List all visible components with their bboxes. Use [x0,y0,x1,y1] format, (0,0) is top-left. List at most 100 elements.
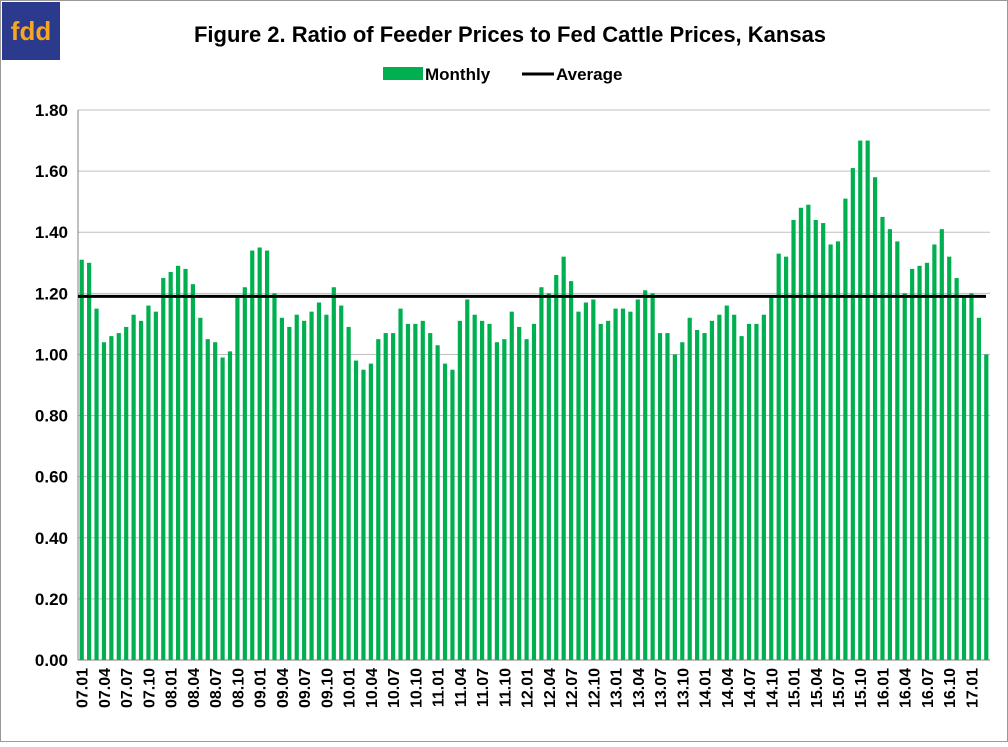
bar [917,265,922,660]
x-tick-label: 09.04 [275,668,292,708]
bar [94,308,99,660]
bar [695,330,700,660]
bar [339,305,344,660]
bar [709,320,715,660]
bar [153,311,158,660]
bar [235,296,240,660]
bar [635,299,640,660]
bar [361,369,366,660]
x-tick-label: 13.07 [653,668,670,708]
x-tick-label: 07.07 [119,668,136,708]
x-tick-label: 11.01 [431,668,448,707]
bar [724,305,729,660]
bar [539,287,544,660]
bar [517,326,522,660]
bar [242,287,247,660]
bar [813,220,818,660]
bar [131,314,136,660]
x-tick-label: 10.01 [342,668,359,708]
bar [754,323,759,660]
bar [924,262,930,660]
x-tick-label: 12.07 [564,668,581,708]
bar [843,198,848,660]
bar [650,293,655,660]
bar [947,256,952,660]
bar [606,320,611,660]
bar [279,317,285,660]
bar [198,317,203,660]
bar [383,333,388,660]
bar [450,369,455,660]
bar [272,293,277,660]
bar [227,351,233,660]
legend-swatch [383,67,423,80]
x-tick-label: 14.10 [764,668,781,708]
x-tick-label: 16.07 [920,668,937,708]
bar [672,354,677,660]
bar [101,342,107,660]
x-tick-label: 09.07 [297,668,314,708]
bar [294,314,299,660]
bar [717,314,722,660]
bar [769,296,774,660]
bar [413,323,418,660]
bar [835,241,841,660]
bar [109,336,114,660]
x-tick-label: 14.07 [742,668,759,708]
bar [643,290,648,660]
bar [302,320,307,660]
bar [954,278,959,660]
bar [657,333,663,660]
bar [257,247,262,660]
bar [932,244,937,660]
bar [324,314,329,660]
bar [479,320,485,660]
x-tick-label: 15.10 [853,668,870,708]
bar [428,333,433,660]
bar [620,308,626,660]
bar [353,360,359,660]
bar [472,314,477,660]
y-tick-label: 0.60 [35,468,68,487]
bar [368,363,373,660]
bar [391,333,396,660]
bar [309,311,314,660]
bar [665,333,670,660]
y-tick-label: 0.80 [35,407,68,426]
bar [628,311,633,660]
bar [680,342,685,660]
x-tick-label: 13.10 [675,668,692,708]
x-tick-label: 09.10 [319,668,336,708]
bar [783,256,789,660]
x-tick-label: 08.04 [186,668,203,708]
x-tick-label: 16.04 [898,668,915,708]
bar [465,299,470,660]
y-tick-label: 1.00 [35,345,68,364]
logo: fdd [11,16,51,46]
bar [872,177,878,660]
x-tick-label: 11.07 [475,668,492,707]
bar [531,323,537,660]
x-tick-label: 07.01 [75,668,92,708]
x-tick-label: 10.07 [386,668,403,708]
bar [435,345,440,660]
y-tick-label: 0.40 [35,529,68,548]
bar [828,244,833,660]
bar [398,308,403,660]
bar [702,333,707,660]
bar [806,204,811,660]
bar [316,302,322,660]
x-tick-label: 17.01 [964,668,981,708]
x-tick-label: 16.10 [942,668,959,708]
x-tick-label: 12.01 [520,668,537,708]
bar [213,342,218,660]
x-tick-label: 13.04 [631,668,648,708]
bar [739,336,744,660]
bar [376,339,381,660]
x-tick-label: 12.04 [542,668,559,708]
bar [598,323,603,660]
x-tick-label: 07.10 [141,668,158,708]
x-tick-label: 12.10 [586,668,603,708]
bar [287,326,292,660]
